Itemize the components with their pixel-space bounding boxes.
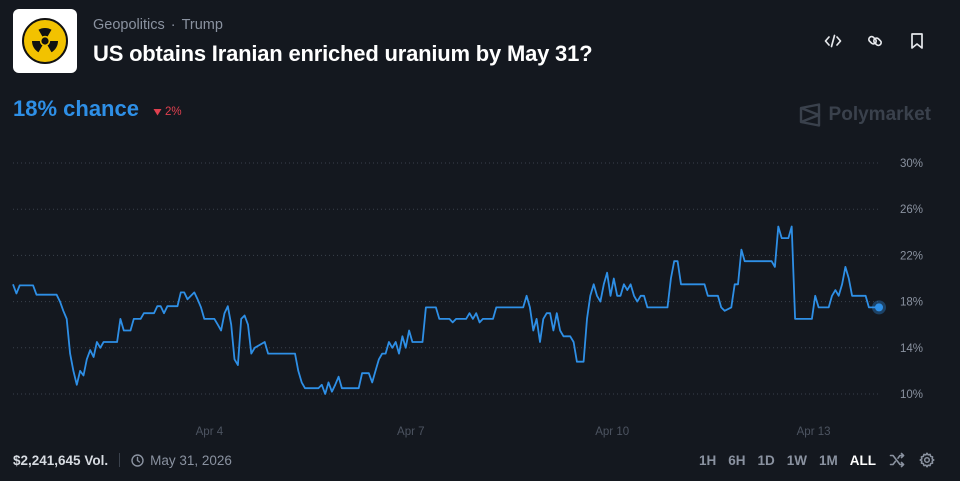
chart-series-line xyxy=(12,225,879,395)
header-actions xyxy=(822,30,928,52)
breadcrumb: Geopolitics · Trump xyxy=(93,17,223,33)
polymarket-brand: Polymarket xyxy=(799,103,931,127)
market-image xyxy=(13,9,77,73)
breadcrumb-separator: · xyxy=(170,17,176,33)
clock-icon xyxy=(131,453,144,467)
copy-link-button[interactable] xyxy=(864,30,886,52)
range-1m[interactable]: 1M xyxy=(818,452,838,468)
chance-change: 2% xyxy=(153,106,182,118)
volume-text: $2,241,645 Vol. xyxy=(13,452,109,468)
end-date: May 31, 2026 xyxy=(131,453,232,468)
polymarket-logo-icon xyxy=(799,103,820,127)
current-point xyxy=(875,303,883,312)
shuffle-icon xyxy=(889,452,905,468)
radiation-icon xyxy=(22,18,68,64)
range-1w[interactable]: 1W xyxy=(786,452,807,468)
end-date-value: May 31, 2026 xyxy=(150,452,232,468)
range-all[interactable]: ALL xyxy=(849,452,876,468)
brand-name: Polymarket xyxy=(828,104,931,125)
time-range-selector: 1H 6H 1D 1W 1M ALL xyxy=(699,451,936,469)
down-triangle-icon xyxy=(153,109,162,116)
x-tick-label: Apr 13 xyxy=(797,426,831,438)
gear-icon xyxy=(919,452,935,468)
shuffle-button[interactable] xyxy=(888,451,906,469)
bookmark-button[interactable] xyxy=(906,30,928,52)
y-tick-label: 14% xyxy=(900,343,923,355)
market-title: US obtains Iranian enriched uranium by M… xyxy=(93,41,593,66)
footer-bar: $2,241,645 Vol. May 31, 2026 1H 6H 1D 1W… xyxy=(13,451,936,469)
breadcrumb-item-geopolitics[interactable]: Geopolitics xyxy=(93,17,165,33)
y-tick-label: 10% xyxy=(900,389,923,401)
chance-summary: 18% chance 2% xyxy=(13,96,182,122)
y-tick-label: 26% xyxy=(900,204,923,216)
range-6h[interactable]: 6H xyxy=(728,452,746,468)
embed-code-icon xyxy=(824,34,842,48)
y-tick-label: 22% xyxy=(900,250,923,262)
range-1h[interactable]: 1H xyxy=(698,452,717,468)
y-tick-label: 18% xyxy=(900,297,923,309)
y-tick-label: 30% xyxy=(900,158,923,170)
chance-change-value: 2% xyxy=(164,106,182,118)
price-chart[interactable]: 30% 26% 22% 18% 14% 10% Apr 4 Apr 7 Apr 10 Apr 13 xyxy=(0,145,960,445)
range-1d[interactable]: 1D xyxy=(757,452,775,468)
settings-button[interactable] xyxy=(918,451,936,469)
x-tick-label: Apr 4 xyxy=(196,426,224,438)
breadcrumb-item-trump[interactable]: Trump xyxy=(181,17,223,33)
x-tick-label: Apr 7 xyxy=(397,426,425,438)
link-icon xyxy=(868,35,882,47)
x-tick-label: Apr 10 xyxy=(595,426,629,438)
bookmark-icon xyxy=(911,33,923,49)
embed-button[interactable] xyxy=(822,30,844,52)
footer-divider xyxy=(119,453,121,467)
chance-percentage: 18% chance xyxy=(13,96,139,121)
